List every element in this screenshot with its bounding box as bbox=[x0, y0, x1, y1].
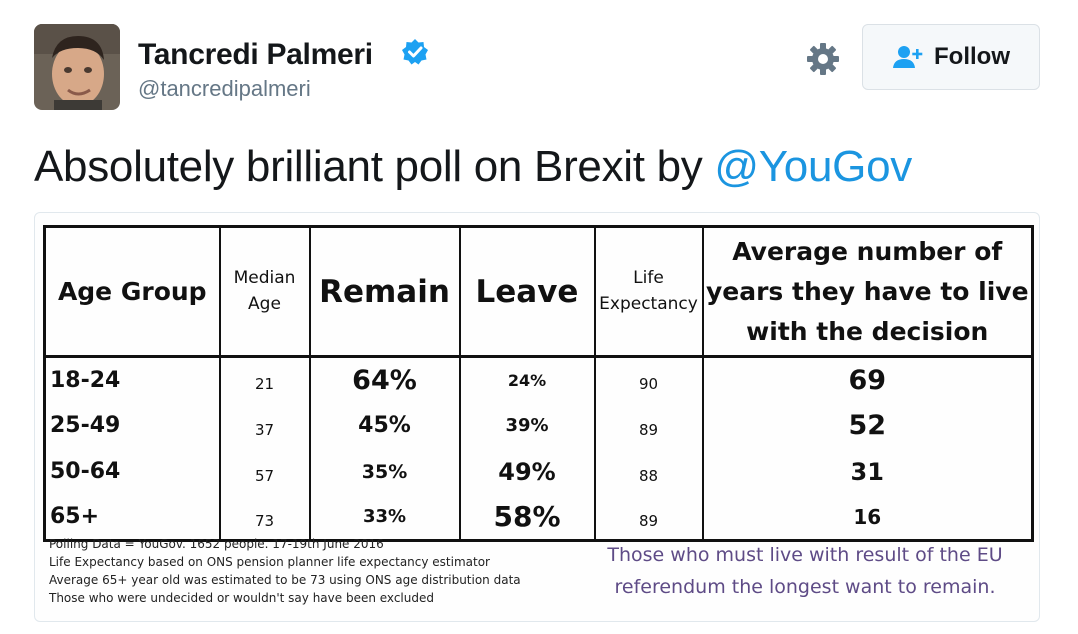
tweet-text-body: Absolutely brilliant poll on Brexit by bbox=[34, 142, 715, 191]
gear-icon[interactable] bbox=[804, 40, 842, 78]
cell-remain: 45% bbox=[308, 402, 461, 449]
cell-remain: 35% bbox=[308, 448, 461, 495]
verified-badge-icon bbox=[401, 38, 429, 66]
footnote: Polling Data = YouGov. 1652 people. 17-1… bbox=[49, 537, 384, 551]
follow-label: Follow bbox=[934, 43, 1010, 70]
header-leave: Leave bbox=[458, 225, 596, 358]
cell-years: 16 bbox=[701, 494, 1034, 541]
footnote: Those who were undecided or wouldn't say… bbox=[49, 591, 434, 605]
table-row: 25-49 37 45% 39% 89 52 bbox=[43, 402, 1034, 449]
header-years-to-live: Average number of years they have to live… bbox=[701, 225, 1034, 358]
table-row: 65+ 73 33% 58% 89 16 bbox=[43, 494, 1034, 541]
cell-median: 57 bbox=[218, 448, 311, 495]
tweet-image[interactable]: Age Group Median Age Remain Leave Life Exp… bbox=[34, 212, 1040, 622]
mention-link[interactable]: @YouGov bbox=[714, 142, 912, 191]
cell-age: 50-64 bbox=[43, 448, 221, 495]
tweet-text: Absolutely brilliant poll on Brexit by @… bbox=[34, 142, 912, 192]
cell-remain: 33% bbox=[308, 494, 461, 541]
cell-life: 88 bbox=[593, 448, 704, 495]
cell-years: 69 bbox=[701, 356, 1034, 403]
cell-age: 65+ bbox=[43, 494, 221, 541]
cell-leave: 49% bbox=[458, 448, 596, 495]
author-name[interactable]: Tancredi Palmeri bbox=[138, 38, 373, 71]
cell-remain: 64% bbox=[308, 356, 461, 403]
header-life-expectancy: Life Expectancy bbox=[593, 225, 704, 358]
poll-table: Age Group Median Age Remain Leave Life Exp… bbox=[43, 225, 1034, 542]
table-row: 50-64 57 35% 49% 88 31 bbox=[43, 448, 1034, 495]
cell-life: 89 bbox=[593, 402, 704, 449]
table-header-row: Age Group Median Age Remain Leave Life Exp… bbox=[43, 225, 1034, 358]
follow-button[interactable]: Follow bbox=[862, 24, 1040, 90]
cell-years: 31 bbox=[701, 448, 1034, 495]
cell-years: 52 bbox=[701, 402, 1034, 449]
cell-leave: 58% bbox=[458, 494, 596, 541]
footnotes: Polling Data = YouGov. 1652 people. 17-1… bbox=[49, 535, 521, 607]
cell-median: 21 bbox=[218, 356, 311, 403]
footnote: Average 65+ year old was estimated to be… bbox=[49, 573, 521, 587]
header-median-age: Median Age bbox=[218, 225, 311, 358]
table-row: 18-24 21 64% 24% 90 69 bbox=[43, 356, 1034, 403]
header-remain: Remain bbox=[308, 225, 461, 358]
cell-age: 25-49 bbox=[43, 402, 221, 449]
header-age-group: Age Group bbox=[43, 225, 221, 358]
avatar[interactable] bbox=[34, 24, 120, 110]
cell-leave: 39% bbox=[458, 402, 596, 449]
cell-life: 89 bbox=[593, 494, 704, 541]
cell-age: 18-24 bbox=[43, 356, 221, 403]
footnote: Life Expectancy based on ONS pension pla… bbox=[49, 555, 490, 569]
cell-median: 37 bbox=[218, 402, 311, 449]
cell-leave: 24% bbox=[458, 356, 596, 403]
author-handle[interactable]: @tancredipalmeri bbox=[138, 76, 311, 101]
cell-life: 90 bbox=[593, 356, 704, 403]
conclusion-text: Those who must live with result of the E… bbox=[607, 544, 1003, 598]
cell-median: 73 bbox=[218, 494, 311, 541]
add-user-icon bbox=[892, 45, 924, 69]
